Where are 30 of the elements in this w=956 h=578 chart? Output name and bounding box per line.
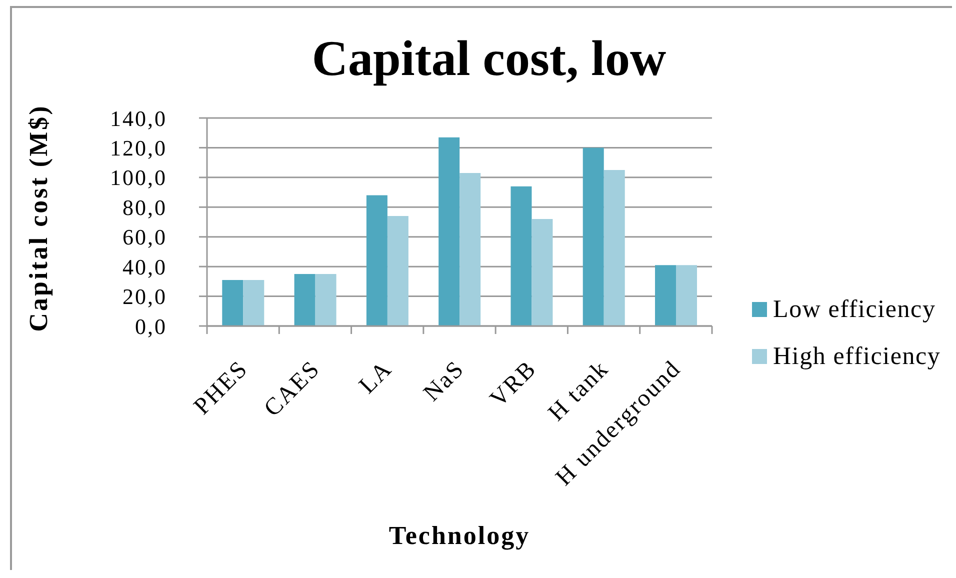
bar <box>582 148 604 326</box>
legend-label: High efficiency <box>773 342 941 370</box>
chart-title: Capital cost, low <box>310 29 668 88</box>
bar <box>243 280 264 326</box>
x-tick-label: VRB <box>485 356 542 412</box>
bar <box>294 274 316 326</box>
x-tick-label: NaS <box>418 356 470 407</box>
bar <box>676 265 698 326</box>
y-tick-label: 140,0 <box>110 106 167 131</box>
y-tick-label: 60,0 <box>122 224 167 250</box>
bar <box>532 219 553 326</box>
bar <box>510 186 532 326</box>
y-tick-label: 100,0 <box>110 165 167 190</box>
y-tick-label: 40,0 <box>122 254 167 280</box>
bar <box>438 137 460 326</box>
y-tick-label: 80,0 <box>122 194 167 220</box>
y-tick-label: 0,0 <box>135 314 167 339</box>
bar <box>366 195 388 326</box>
y-axis-title: Capital cost (M$) <box>24 104 52 332</box>
bar <box>315 274 336 326</box>
bar <box>604 170 625 326</box>
bar <box>655 265 676 326</box>
x-axis-title: Technology <box>388 521 530 550</box>
y-tick-label: 20,0 <box>122 284 167 310</box>
x-tick-label: LA <box>354 356 398 399</box>
bar <box>460 172 481 326</box>
bar <box>222 280 244 326</box>
bar <box>387 216 408 326</box>
legend-label: Low efficiency <box>773 296 936 324</box>
y-tick-label: 120,0 <box>110 136 167 161</box>
